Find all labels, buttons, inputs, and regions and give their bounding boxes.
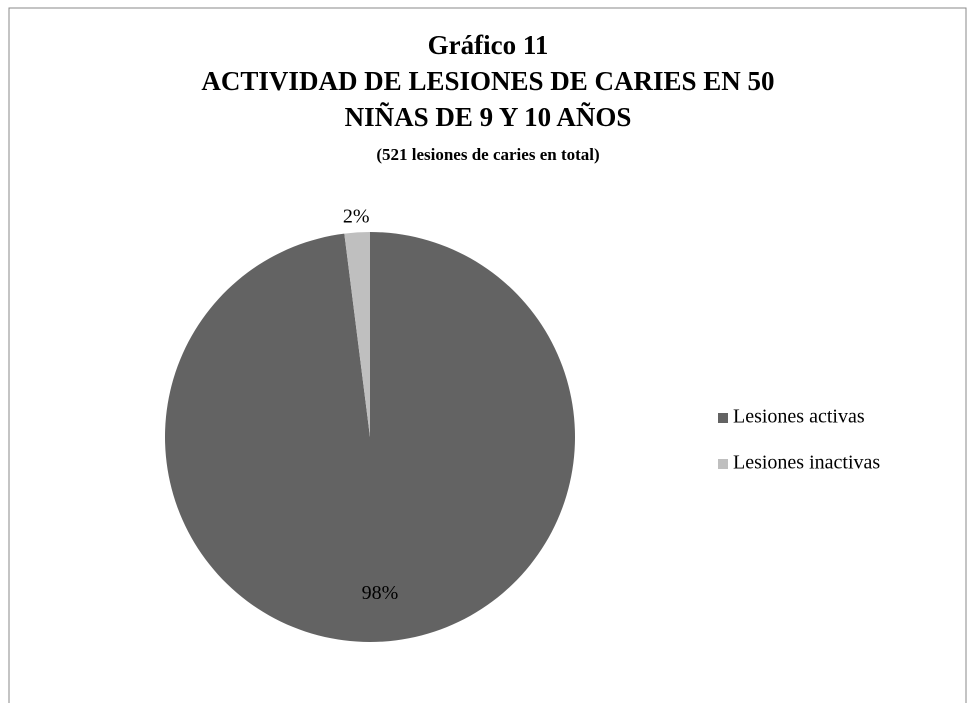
pie-slice — [344, 232, 370, 437]
data-label: 2% — [343, 206, 370, 228]
chart-subtitle: (521 lesiones de caries en total) — [376, 145, 599, 164]
chart-title: ACTIVIDAD DE LESIONES DE CARIES EN 50 — [201, 66, 774, 96]
pie-slice — [165, 232, 576, 642]
chart-title: NIÑAS DE 9 Y 10 AÑOS — [345, 102, 632, 132]
data-label: 98% — [362, 582, 399, 604]
legend-swatch — [718, 459, 728, 469]
legend-label: Lesiones inactivas — [733, 452, 880, 474]
legend-label: Lesiones activas — [733, 406, 865, 428]
legend-swatch — [718, 413, 728, 423]
chart-title: Gráfico 11 — [428, 30, 549, 60]
